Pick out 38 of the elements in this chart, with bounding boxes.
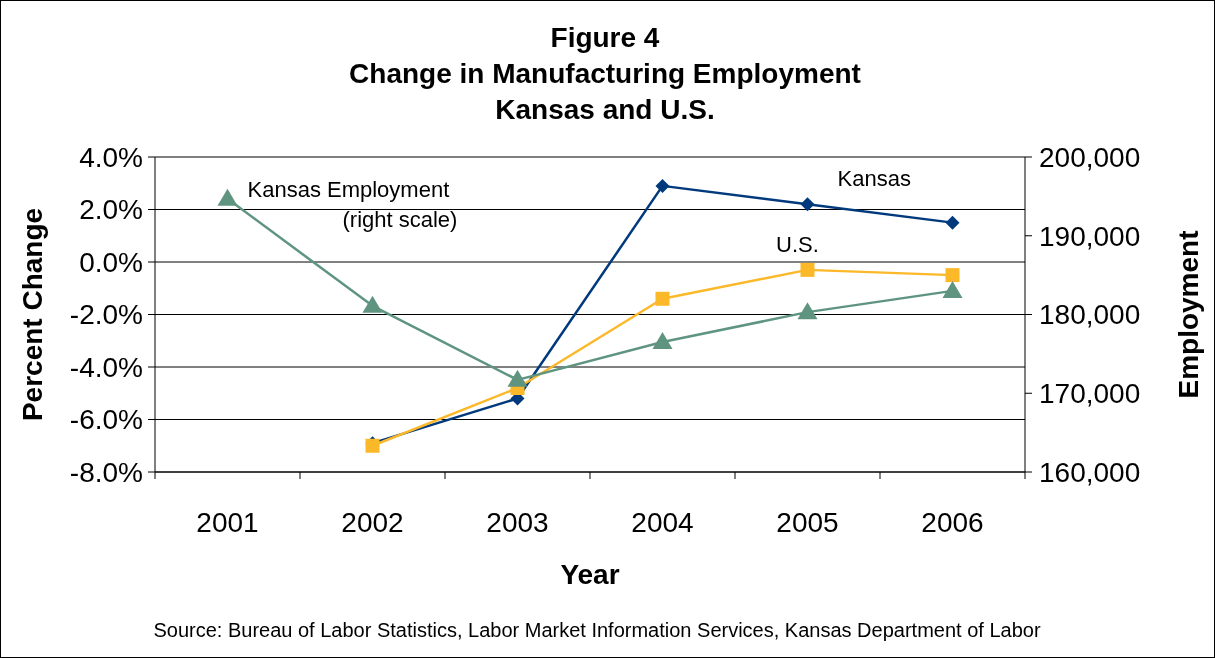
x-axis-title: Year <box>560 559 620 590</box>
x-tick-label: 2001 <box>196 507 259 538</box>
series-label: Kansas Employment (right scale) <box>247 176 458 232</box>
x-tick-label: 2006 <box>921 507 984 538</box>
y2-tick-label: 170,000 <box>1039 378 1141 410</box>
point <box>797 302 818 320</box>
source-note: Source: Bureau of Labor Statistics, Labor Market Information Services, Kansas Department of Labor <box>153 619 1041 641</box>
y-tick-label: 2.0% <box>79 194 143 226</box>
point <box>507 369 528 387</box>
y2-tick-label: 200,000 <box>1039 141 1141 173</box>
y2-tick-label: 190,000 <box>1039 220 1141 252</box>
y-tick-label: -2.0% <box>69 299 143 331</box>
y-tick-label: -8.0% <box>69 456 143 488</box>
point <box>945 215 960 230</box>
point <box>362 295 383 313</box>
point <box>217 188 238 206</box>
series-label: Kansas <box>837 166 911 192</box>
point <box>942 280 963 298</box>
series-label: U.S. <box>776 231 819 257</box>
point <box>800 197 815 212</box>
x-tick-label: 2004 <box>631 507 694 538</box>
point <box>800 262 815 277</box>
x-tick-label: 2003 <box>486 507 549 538</box>
x-tick-label: 2005 <box>776 507 839 538</box>
y2-tick-label: 180,000 <box>1039 299 1141 331</box>
y-tick-label: 4.0% <box>79 141 143 173</box>
chart-title: Figure 4 Change in Manufacturing Employment Kansas and U.S. <box>349 22 861 125</box>
y2-tick-label: 160,000 <box>1039 456 1141 488</box>
y-tick-label: -6.0% <box>69 404 143 436</box>
point <box>652 332 673 350</box>
y2-axis-title: Employment <box>1173 230 1204 399</box>
x-tick-label: 2002 <box>341 507 404 538</box>
point <box>655 291 670 306</box>
y-tick-label: 0.0% <box>79 246 143 278</box>
y-tick-label: -4.0% <box>69 351 143 383</box>
point <box>655 178 670 193</box>
point <box>945 268 960 283</box>
y-axis-title: Percent Change <box>17 207 48 422</box>
